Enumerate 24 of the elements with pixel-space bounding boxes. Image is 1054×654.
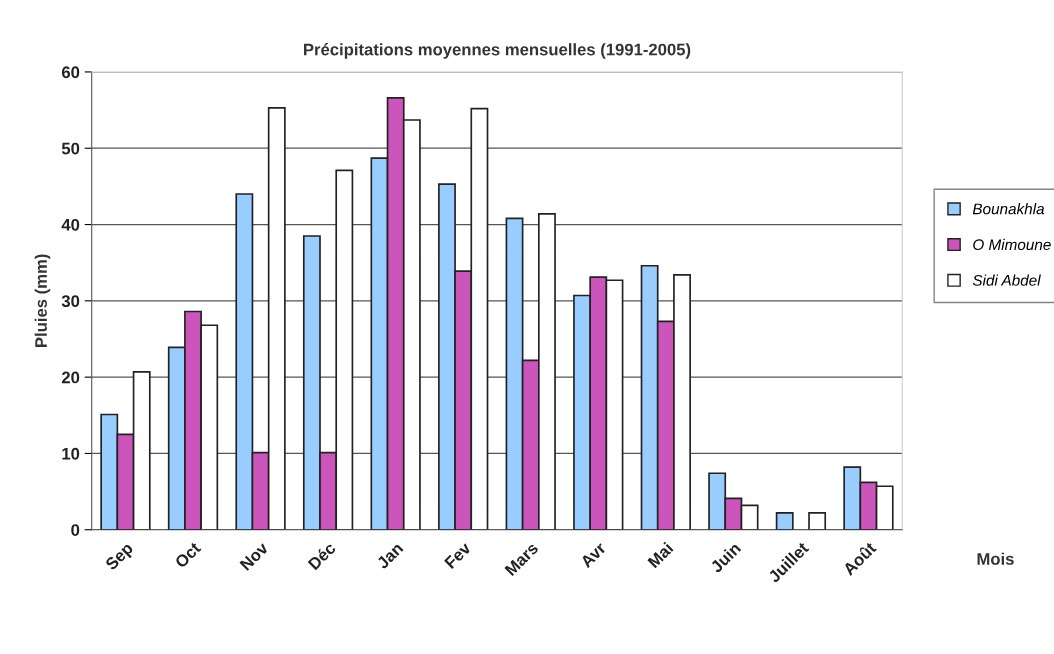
y-axis-title: Pluies (mm)	[34, 254, 51, 347]
legend-label: O Mimoune	[973, 238, 1051, 251]
x-tick-label: Fev	[444, 541, 472, 570]
chart-title: Précipitations moyennes mensuelles (1991-2005)	[304, 43, 691, 59]
x-axis-title: Mois	[977, 552, 1014, 565]
x-tick-label: Juin	[709, 541, 742, 574]
legend-label: Bounakhla	[972, 203, 1045, 215]
x-tick-label: Sep	[104, 541, 136, 574]
bar	[808, 512, 827, 530]
x-tick-label: Jan	[375, 542, 404, 570]
x-tick-label: Nov	[239, 541, 270, 571]
y-tick-label: 50	[61, 142, 80, 155]
y-tick-label: 60	[61, 66, 80, 79]
legend-label: Sidi Abdel	[972, 274, 1041, 286]
bar	[775, 512, 794, 530]
x-tick-label: Oct	[174, 541, 202, 569]
x-tick-label: Avr	[579, 541, 607, 569]
y-tick-label: 40	[61, 218, 80, 231]
x-tick-label: Déc	[307, 541, 337, 571]
y-tick-label: 30	[61, 295, 80, 308]
x-tick-label: Mai	[646, 541, 674, 569]
y-tick-label: 0	[71, 524, 80, 536]
y-tick-label: 10	[62, 447, 80, 460]
y-tick-label: 20	[61, 371, 80, 384]
